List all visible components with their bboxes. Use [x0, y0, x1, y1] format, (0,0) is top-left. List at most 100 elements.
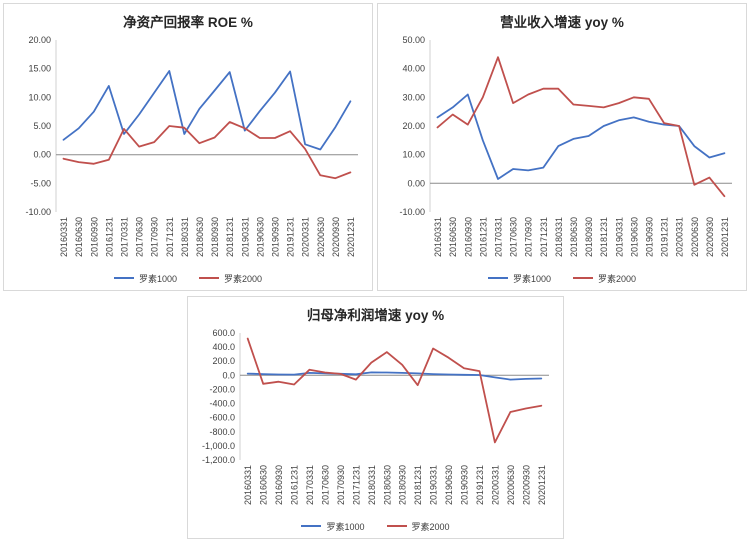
legend-item-russell-1000: 罗素1000 [487, 272, 551, 285]
svg-text:20200930: 20200930 [705, 217, 715, 257]
svg-text:600.0: 600.0 [212, 328, 235, 338]
legend-label: 罗素2000 [224, 273, 263, 284]
chart-plot-area: 20.00 15.00 10.00 5.00 0.00 -5.00 -10.00 201603… [6, 33, 370, 269]
svg-text:20170630: 20170630 [321, 465, 331, 505]
legend-item-russell-1000: 罗素1000 [301, 520, 365, 533]
svg-text:20181231: 20181231 [225, 217, 235, 257]
svg-text:0.00: 0.00 [33, 150, 51, 160]
chart-plot-svg: 20.00 15.00 10.00 5.00 0.00 -5.00 -10.00 201603… [25, 35, 358, 257]
svg-text:20200630: 20200630 [690, 217, 700, 257]
revenue-growth-chart-panel: 营业收入增速 yoy % 50.00 40.00 30.00 20.00 10.00 0.… [377, 3, 747, 291]
roe-chart-panel: 净资产回报率 ROE % 20.00 15.00 10.00 5.00 0.00 -5.0… [3, 3, 373, 291]
svg-text:5.00: 5.00 [33, 121, 51, 131]
svg-text:-10.00: -10.00 [25, 207, 51, 217]
svg-text:20160630: 20160630 [74, 217, 84, 257]
svg-text:20170331: 20170331 [305, 465, 315, 505]
svg-text:20180331: 20180331 [554, 217, 564, 257]
svg-text:20171231: 20171231 [165, 217, 175, 257]
chart-plot-svg: 600.0 400.0 200.0 0.0 -200.0 -400.0 -600.0 -800… [202, 328, 549, 505]
svg-text:20201231: 20201231 [720, 217, 730, 257]
svg-text:20181231: 20181231 [599, 217, 609, 257]
svg-text:20170930: 20170930 [336, 465, 346, 505]
svg-text:20200930: 20200930 [331, 217, 341, 257]
svg-text:20170930: 20170930 [150, 217, 160, 257]
legend-label: 罗素1000 [512, 273, 551, 284]
svg-text:50.00: 50.00 [402, 35, 425, 45]
legend-label: 罗素1000 [138, 273, 177, 284]
svg-text:20160930: 20160930 [274, 465, 284, 505]
svg-text:-10.00: -10.00 [399, 207, 425, 217]
chart-title: 归母净利润增速 yoy % [306, 308, 445, 323]
svg-text:20171231: 20171231 [351, 465, 361, 505]
svg-text:0.0: 0.0 [222, 370, 235, 380]
svg-text:-200.0: -200.0 [209, 384, 235, 394]
svg-text:20160630: 20160630 [259, 465, 269, 505]
svg-text:20200930: 20200930 [521, 465, 531, 505]
legend-line-icon [113, 277, 134, 279]
svg-text:20160630: 20160630 [448, 217, 458, 257]
svg-text:20200331: 20200331 [301, 217, 311, 257]
svg-text:20170630: 20170630 [135, 217, 145, 257]
chart-legend: 罗素1000 罗素2000 [380, 269, 744, 287]
chart-title: 营业收入增速 yoy % [500, 15, 624, 30]
svg-text:20180630: 20180630 [382, 465, 392, 505]
svg-text:20170630: 20170630 [509, 217, 519, 257]
svg-text:20191231: 20191231 [286, 217, 296, 257]
svg-text:20160331: 20160331 [433, 217, 443, 257]
svg-text:20180331: 20180331 [367, 465, 377, 505]
svg-text:20190331: 20190331 [614, 217, 624, 257]
legend-item-russell-2000: 罗素2000 [199, 272, 262, 285]
svg-text:20180331: 20180331 [180, 217, 190, 257]
svg-text:0.00: 0.00 [407, 178, 425, 188]
svg-text:10.00: 10.00 [28, 92, 51, 102]
svg-text:10.00: 10.00 [402, 150, 425, 160]
svg-text:-1,000.0: -1,000.0 [202, 441, 235, 451]
chart-plot-area: 600.0 400.0 200.0 0.0 -200.0 -400.0 -600.0 -800… [190, 326, 561, 517]
svg-text:20180630: 20180630 [195, 217, 205, 257]
legend-label: 罗素2000 [411, 521, 450, 532]
legend-item-russell-2000: 罗素2000 [573, 272, 636, 285]
svg-text:20190331: 20190331 [240, 217, 250, 257]
svg-text:20200630: 20200630 [316, 217, 326, 257]
svg-text:20161231: 20161231 [104, 217, 114, 257]
svg-text:20200331: 20200331 [675, 217, 685, 257]
legend-item-russell-2000: 罗素2000 [386, 520, 450, 533]
svg-text:20190930: 20190930 [644, 217, 654, 257]
svg-text:30.00: 30.00 [402, 92, 425, 102]
chart-plot-svg: 50.00 40.00 30.00 20.00 10.00 0.00 -10.00 20160… [399, 35, 732, 257]
chart-legend: 罗素1000 罗素2000 [6, 269, 370, 287]
svg-text:-1,200.0: -1,200.0 [202, 455, 235, 465]
svg-text:20190630: 20190630 [629, 217, 639, 257]
chart-plot-area: 50.00 40.00 30.00 20.00 10.00 0.00 -10.00 20160… [380, 33, 744, 269]
svg-text:20170331: 20170331 [120, 217, 130, 257]
svg-text:20190630: 20190630 [444, 465, 454, 505]
svg-text:20180930: 20180930 [584, 217, 594, 257]
legend-line-icon [199, 277, 219, 279]
svg-text:20200331: 20200331 [490, 465, 500, 505]
svg-text:-400.0: -400.0 [209, 399, 235, 409]
svg-text:20180930: 20180930 [210, 217, 220, 257]
legend-line-icon [487, 277, 508, 279]
svg-text:20180930: 20180930 [398, 465, 408, 505]
svg-text:20190930: 20190930 [460, 465, 470, 505]
net-profit-growth-chart-panel: 归母净利润增速 yoy % 600.0 400.0 200.0 0.0 -200.0 -4… [187, 296, 564, 539]
svg-text:20190630: 20190630 [255, 217, 265, 257]
svg-text:20171231: 20171231 [539, 217, 549, 257]
svg-text:20160331: 20160331 [59, 217, 69, 257]
svg-text:-600.0: -600.0 [209, 413, 235, 423]
svg-text:20190331: 20190331 [429, 465, 439, 505]
chart-legend: 罗素1000 罗素2000 [190, 517, 561, 535]
legend-item-russell-1000: 罗素1000 [113, 272, 177, 285]
svg-text:400.0: 400.0 [212, 342, 235, 352]
legend-line-icon [301, 525, 322, 527]
chart-title: 净资产回报率 ROE % [123, 15, 253, 30]
svg-text:20161231: 20161231 [478, 217, 488, 257]
svg-text:20160930: 20160930 [463, 217, 473, 257]
svg-text:40.00: 40.00 [402, 64, 425, 74]
svg-text:200.0: 200.0 [212, 356, 235, 366]
svg-text:20170930: 20170930 [524, 217, 534, 257]
svg-text:-800.0: -800.0 [209, 427, 235, 437]
svg-text:20201231: 20201231 [537, 465, 547, 505]
svg-text:20160331: 20160331 [243, 465, 253, 505]
legend-label: 罗素1000 [326, 521, 365, 532]
